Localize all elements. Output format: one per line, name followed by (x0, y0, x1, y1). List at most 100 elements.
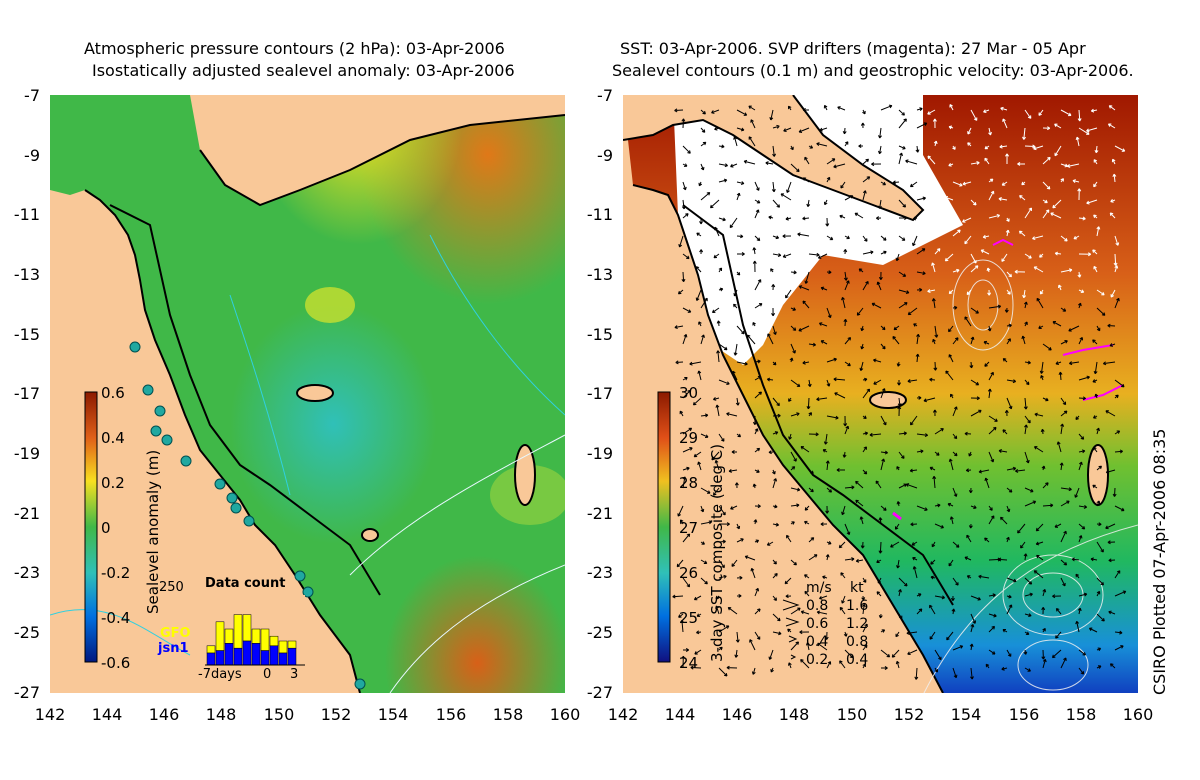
velocity-arrow (945, 370, 954, 381)
lat-tick: -21 (13, 504, 40, 523)
velocity-arrow (946, 631, 954, 641)
velocity-arrow (754, 447, 761, 453)
lat-tick: -15 (586, 325, 613, 344)
velocity-arrow (802, 300, 810, 309)
velocity-arrow (862, 250, 874, 255)
velocity-arrow (860, 122, 865, 129)
velocity-arrow (984, 361, 990, 367)
velocity-arrow (1042, 343, 1052, 351)
velocity-arrow (895, 253, 900, 262)
velocity-arrow (802, 216, 810, 221)
velocity-arrow (1096, 541, 1104, 553)
velocity-arrow (844, 485, 855, 490)
velocity-arrow (1078, 433, 1085, 440)
velocity-arrow (843, 415, 848, 427)
velocity-arrow (1078, 449, 1086, 454)
velocity-arrow (804, 271, 810, 284)
velocity-arrow (843, 249, 848, 255)
lat-tick: -17 (13, 384, 40, 403)
velocity-arrow (1090, 557, 1098, 562)
lon-tick: 158 (492, 705, 524, 724)
velocity-arrow (1114, 145, 1126, 152)
velocity-arrow (984, 157, 990, 165)
velocity-arrow (952, 217, 959, 222)
velocity-arrow (988, 304, 1002, 309)
velocity-arrow (969, 667, 974, 680)
velocity-arrow (804, 520, 810, 525)
velocity-arrow (913, 323, 918, 327)
jsn1-bar (260, 650, 270, 666)
velocity-arrow (980, 249, 990, 255)
velocity-arrow (1023, 397, 1028, 410)
lon-tick: 152 (893, 705, 925, 724)
velocity-arrow (1060, 178, 1065, 183)
gfo-bar (224, 628, 234, 644)
velocity-arrow (682, 253, 690, 260)
velocity-arrow (1023, 553, 1028, 561)
velocity-arrow (798, 127, 810, 133)
velocity-arrow (754, 376, 762, 381)
velocity-arrow (772, 124, 780, 129)
velocity-arrow (880, 450, 888, 455)
velocity-arrow (965, 468, 972, 473)
gfo-bar (206, 645, 216, 654)
lon-tick: 156 (435, 705, 467, 724)
velocity-arrow (754, 631, 761, 640)
velocity-arrow (771, 307, 776, 317)
velocity-arrow (871, 162, 882, 167)
velocity-arrow (1112, 487, 1117, 497)
velocity-arrow (916, 122, 928, 129)
velocity-arrow (790, 379, 801, 388)
velocity-arrow (929, 377, 936, 382)
velocity-arrow (788, 662, 792, 669)
velocity-arrow (769, 109, 774, 121)
velocity-arrow (877, 577, 882, 584)
velocity-arrow (898, 271, 907, 277)
velocity-arrow (1042, 199, 1048, 204)
velocity-arrow (1004, 409, 1009, 417)
velocity-arrow (970, 265, 979, 273)
velocity-arrow (983, 340, 990, 345)
velocity-arrow (718, 646, 723, 651)
velocity-arrow (860, 541, 865, 549)
velocity-arrow (1042, 397, 1049, 402)
velocity-arrow (1042, 156, 1051, 165)
velocity-arrow (736, 127, 745, 132)
velocity-arrow (898, 216, 908, 220)
velocity-arrow (952, 337, 959, 345)
velocity-arrow (802, 108, 810, 113)
velocity-arrow (839, 606, 846, 615)
velocity-arrow (715, 404, 720, 417)
velocity-arrow (772, 613, 781, 622)
velocity-arrow (844, 141, 849, 147)
velocity-arrow (1042, 126, 1051, 131)
velocity-arrow (1000, 516, 1008, 525)
velocity-arrow (700, 577, 708, 585)
velocity-arrow (931, 214, 936, 219)
velocity-arrow (966, 289, 972, 296)
velocity-arrow (878, 127, 882, 139)
velocity-arrow (1006, 271, 1013, 278)
velocity-arrow (736, 593, 742, 598)
velocity-arrow (1040, 428, 1045, 435)
velocity-arrow (752, 260, 757, 273)
velocity-arrow (718, 505, 726, 516)
velocity-arrow (771, 284, 776, 291)
velocity-arrow (682, 647, 690, 652)
velocity-arrow (1078, 461, 1083, 471)
sst-map (623, 95, 1138, 693)
velocity-arrow (893, 325, 900, 331)
velocity-arrow (933, 140, 938, 147)
velocity-arrow (699, 249, 704, 255)
velocity-arrow (1068, 325, 1080, 332)
velocity-arrow (871, 302, 882, 309)
velocity-arrow (743, 159, 756, 165)
velocity-arrow (1105, 469, 1116, 474)
velocity-arrow (966, 575, 972, 579)
velocity-arrow (1072, 179, 1080, 184)
velocity-arrow (988, 613, 997, 618)
velocity-arrow (1096, 577, 1104, 586)
velocity-arrow (842, 451, 847, 458)
vel-legend-ms-header: m/s (806, 580, 832, 596)
lat-tick: -7 (24, 86, 40, 105)
